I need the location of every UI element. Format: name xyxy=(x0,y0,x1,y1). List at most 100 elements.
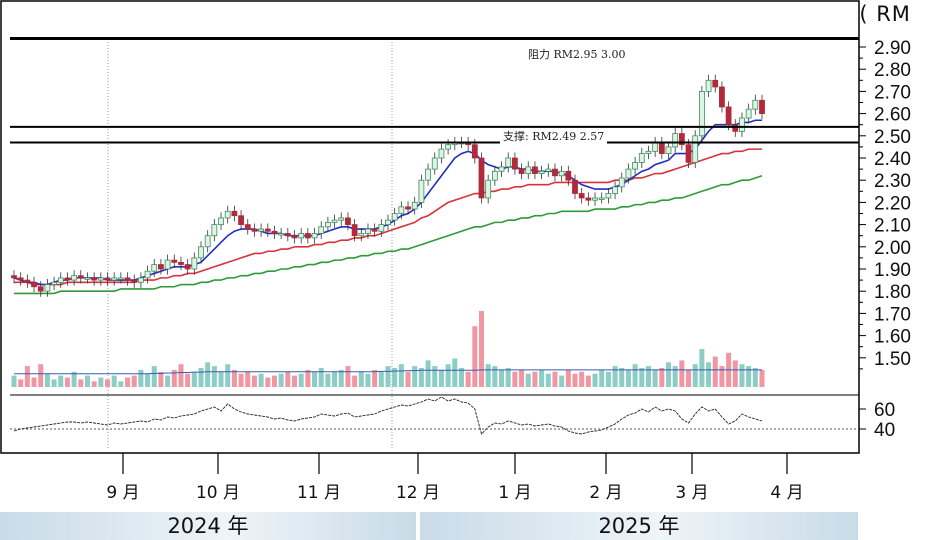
volume-bar xyxy=(412,366,418,387)
volume-bar xyxy=(512,371,518,387)
volume-bar xyxy=(325,373,331,387)
candle-body xyxy=(191,257,198,270)
support-resistance-lines xyxy=(10,125,859,144)
month-tick-label: 2 月 xyxy=(589,483,622,503)
volume-bar xyxy=(292,375,297,387)
candle-body xyxy=(739,117,745,132)
volume-bar xyxy=(24,366,30,387)
candle-body xyxy=(158,264,164,270)
candle-body xyxy=(558,170,565,177)
volume-bar xyxy=(619,368,625,387)
candle-body xyxy=(238,215,244,226)
volume-bar xyxy=(659,368,665,387)
volume-bar xyxy=(392,368,398,387)
volume-bar xyxy=(545,373,551,387)
candle-body xyxy=(398,206,405,214)
candle-body xyxy=(77,275,84,279)
volume-bar xyxy=(405,371,411,387)
rsi-line xyxy=(13,396,763,435)
volume-bar xyxy=(378,371,384,387)
volume-bar xyxy=(198,368,204,387)
candle-body xyxy=(111,277,118,281)
candle-body xyxy=(24,279,31,283)
volume-bar xyxy=(592,373,598,387)
volume-bar xyxy=(111,375,117,387)
volume-bar xyxy=(185,373,191,387)
volume-bar xyxy=(11,375,17,387)
price-tick-label: 1.70 xyxy=(874,304,911,325)
volume-bar xyxy=(452,358,458,387)
volume-bar xyxy=(44,373,50,387)
volume-bar xyxy=(84,375,90,387)
price-tick-label: 2.00 xyxy=(874,238,911,259)
volume-bar xyxy=(298,373,304,387)
ma-long-line xyxy=(14,175,763,295)
candle-body xyxy=(585,197,592,201)
volume-bar xyxy=(211,366,217,387)
candle-body xyxy=(365,228,371,234)
volume-bar xyxy=(352,375,358,387)
month-tick-label: 12 月 xyxy=(396,483,440,503)
volume-bar xyxy=(145,373,151,387)
candle-body xyxy=(131,279,138,283)
volume-ma-line xyxy=(14,369,762,375)
axis-layer: 2.902.802.702.602.502.402.302.202.102.00… xyxy=(106,38,911,503)
candle-body xyxy=(538,170,545,174)
candle-body xyxy=(592,197,598,201)
price-tick-label: 1.60 xyxy=(874,327,911,348)
candle-body xyxy=(84,277,91,280)
candle-body xyxy=(678,133,685,146)
volume-bar xyxy=(372,369,378,387)
candle-body xyxy=(338,217,345,221)
top-border-line xyxy=(10,37,859,40)
volume-bar xyxy=(278,373,284,387)
candle-body xyxy=(518,168,525,174)
volume-bar xyxy=(672,366,678,387)
volume-bar xyxy=(191,371,197,387)
candle-body xyxy=(284,233,291,237)
candle-body xyxy=(732,124,739,132)
volume-bar xyxy=(438,369,444,387)
volume-bar xyxy=(425,360,431,387)
volume-bar xyxy=(285,371,291,387)
volume-bar xyxy=(525,373,531,387)
candle-body xyxy=(211,224,218,237)
volume-bar xyxy=(78,379,84,387)
candle-body xyxy=(485,179,492,199)
volume-bar xyxy=(158,371,164,387)
volume-bar xyxy=(58,375,64,387)
candle-body xyxy=(37,286,44,292)
volume-bar xyxy=(552,371,558,387)
candle-body xyxy=(244,224,251,230)
price-tick-label: 2.10 xyxy=(874,216,911,237)
volume-bar xyxy=(105,379,110,387)
candle-body xyxy=(719,86,725,108)
volume-bar xyxy=(218,371,224,387)
volume-bar xyxy=(499,369,505,387)
volume-bar xyxy=(599,369,605,387)
price-tick-label: 1.90 xyxy=(874,260,911,281)
price-tick-label: 2.20 xyxy=(874,193,911,214)
volume-bar xyxy=(305,369,311,387)
candle-body xyxy=(685,144,692,163)
candle-body xyxy=(712,79,719,88)
volume-bar xyxy=(64,377,70,387)
candle-body xyxy=(44,284,51,292)
volume-bar xyxy=(579,371,585,387)
candle-body xyxy=(57,277,64,283)
candle-body xyxy=(692,135,699,163)
volume-bar xyxy=(645,366,651,387)
volume-bar xyxy=(358,371,364,387)
candle-body xyxy=(665,146,672,154)
volume-bar xyxy=(706,362,712,387)
volume-bar xyxy=(231,369,237,387)
candle-body xyxy=(17,277,24,281)
volume-bar xyxy=(171,369,177,387)
candle-body xyxy=(331,219,338,223)
candle-body xyxy=(471,144,478,159)
candle-body xyxy=(525,166,532,174)
volume-bar xyxy=(345,366,351,387)
volume-bar xyxy=(699,349,705,387)
volume-bar xyxy=(686,369,692,387)
